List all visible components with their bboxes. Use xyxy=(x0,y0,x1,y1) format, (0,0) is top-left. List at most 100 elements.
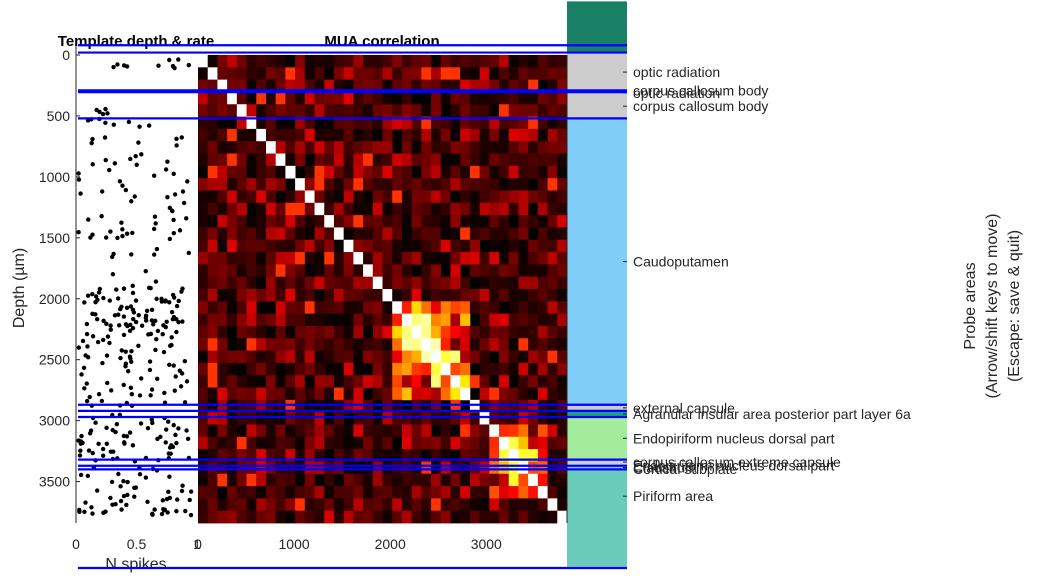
heatmap-cell xyxy=(285,313,296,327)
heatmap-cell xyxy=(479,227,490,241)
heatmap-cell xyxy=(236,350,247,364)
heatmap-cell xyxy=(479,301,490,315)
heatmap-cell xyxy=(421,473,432,487)
heatmap-cell xyxy=(508,227,519,241)
scatter-y-tick-label: 3000 xyxy=(39,413,70,429)
scatter-point xyxy=(100,337,106,343)
heatmap-cell xyxy=(450,412,461,425)
heatmap-cell xyxy=(295,338,306,351)
heatmap-cell xyxy=(557,486,568,499)
heatmap-cell xyxy=(363,301,374,315)
heatmap-cell xyxy=(227,350,238,364)
heatmap-cell xyxy=(547,498,558,512)
heatmap-cell xyxy=(314,202,325,216)
heatmap-cell xyxy=(479,252,490,265)
heatmap-cell xyxy=(431,116,442,130)
heatmap-cell xyxy=(285,498,296,512)
heatmap-cell xyxy=(236,325,247,339)
heatmap-cell xyxy=(518,498,529,512)
scatter-point xyxy=(181,200,187,206)
scatter-point xyxy=(119,348,124,353)
heatmap-cell xyxy=(382,202,393,216)
heatmap-cell xyxy=(275,67,286,81)
heatmap-cell xyxy=(236,387,247,401)
heatmap-cell xyxy=(440,362,451,376)
heatmap-cell xyxy=(363,449,374,462)
heatmap-cell xyxy=(217,141,228,154)
scatter-point xyxy=(169,335,174,340)
scatter-point xyxy=(188,489,194,494)
heatmap-cell xyxy=(392,338,403,351)
heatmap-cell xyxy=(236,510,247,524)
heatmap-cell xyxy=(256,510,267,524)
heatmap-cell xyxy=(324,79,335,93)
heatmap-cell xyxy=(499,190,510,204)
heatmap-cell xyxy=(343,104,354,117)
heatmap-cell xyxy=(227,276,238,290)
probe-area-name: corpus callosum body xyxy=(633,98,768,114)
heatmap-cell xyxy=(363,165,374,179)
heatmap-cell xyxy=(285,449,296,462)
heatmap-cell xyxy=(431,215,442,228)
scatter-point xyxy=(123,361,129,366)
heatmap-cell xyxy=(537,412,548,425)
heatmap-cell xyxy=(392,215,403,228)
probe-areas-label: Probe areas (Arrow/shift keys to move) (… xyxy=(962,214,1023,399)
heatmap-cell xyxy=(265,412,277,425)
heatmap-cell xyxy=(518,239,529,253)
heatmap-cell xyxy=(227,227,238,241)
heatmap-cell xyxy=(440,412,451,425)
heatmap-cell xyxy=(411,399,422,413)
heatmap-cell xyxy=(489,486,500,499)
heatmap-cell xyxy=(499,486,510,499)
heatmap-cell xyxy=(401,375,413,388)
heatmap-cell xyxy=(372,313,383,327)
heatmap-cell xyxy=(469,141,480,154)
heatmap-cell xyxy=(518,449,529,462)
heatmap-cell xyxy=(314,289,325,302)
heatmap-cell xyxy=(431,91,442,105)
scatter-point xyxy=(132,494,137,499)
scatter-point xyxy=(179,371,185,376)
heatmap-cell xyxy=(392,486,403,499)
heatmap-cell xyxy=(353,165,364,179)
heatmap-cell xyxy=(285,153,296,167)
scatter-point xyxy=(93,420,98,425)
heatmap-cell xyxy=(265,165,277,179)
heatmap-cell xyxy=(207,55,218,68)
scatter-point xyxy=(159,296,164,302)
heatmap-cell xyxy=(324,153,335,167)
scatter-point xyxy=(153,221,158,226)
heatmap-cell xyxy=(207,289,218,302)
heatmap-cell xyxy=(314,510,325,524)
heatmap-cell xyxy=(508,104,519,117)
heatmap-cell xyxy=(469,424,480,438)
heatmap-cell xyxy=(353,91,364,105)
scatter-point xyxy=(78,448,83,453)
heatmap-cell xyxy=(333,239,345,253)
heatmap-cell xyxy=(372,165,383,179)
heatmap-cell xyxy=(479,461,490,475)
heatmap-cell xyxy=(537,153,548,167)
heatmap-cell xyxy=(528,239,539,253)
heatmap-cell xyxy=(198,436,209,450)
heatmap-cell xyxy=(392,165,403,179)
scatter-point xyxy=(167,205,173,211)
scatter-point xyxy=(151,173,157,178)
heatmap-cell xyxy=(440,276,451,290)
area-boundary-lines[interactable] xyxy=(78,44,627,570)
heatmap-cell xyxy=(508,190,519,204)
scatter-x-tick-label: 0.5 xyxy=(127,536,147,552)
heatmap-cell xyxy=(421,178,432,191)
heatmap-cell xyxy=(256,461,267,475)
heatmap-cell xyxy=(343,141,354,154)
heatmap-cell xyxy=(275,239,286,253)
heatmap-title: MUA correlation xyxy=(324,33,439,50)
heatmap-cell xyxy=(499,436,510,450)
heatmap-cell xyxy=(411,325,422,339)
heatmap-cell xyxy=(207,128,218,142)
heatmap-cell xyxy=(518,424,529,438)
heatmap-cell xyxy=(217,461,228,475)
scatter-point xyxy=(77,453,83,458)
